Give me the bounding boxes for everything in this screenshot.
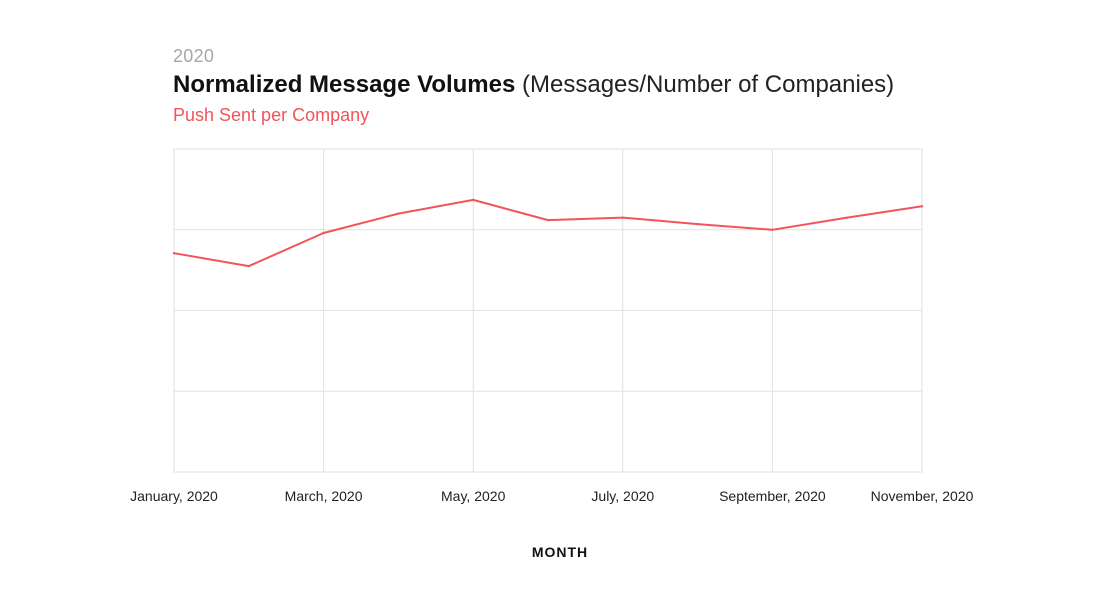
data-point bbox=[920, 205, 924, 208]
data-point bbox=[247, 264, 250, 268]
chart-title: Normalized Message Volumes (Messages/Num… bbox=[173, 71, 894, 99]
data-point bbox=[397, 212, 400, 215]
data-point bbox=[322, 231, 325, 235]
grid-layer bbox=[173, 148, 923, 473]
series-label: Push Sent per Company bbox=[173, 105, 370, 125]
x-tick-label: March, 2020 bbox=[285, 488, 363, 504]
x-tick-label: September, 2020 bbox=[719, 488, 826, 504]
data-point bbox=[771, 228, 774, 231]
x-tick-label: November, 2020 bbox=[871, 488, 974, 504]
data-point bbox=[621, 216, 624, 219]
chart-title-subtitle: (Messages/Number of Companies) bbox=[522, 71, 895, 98]
data-point bbox=[696, 222, 699, 226]
x-tick-label: January, 2020 bbox=[130, 488, 218, 504]
series-layer bbox=[172, 198, 924, 268]
data-point bbox=[546, 218, 550, 222]
x-axis-title: MONTH bbox=[531, 544, 589, 560]
x-tick-label: July, 2020 bbox=[591, 488, 654, 504]
data-point bbox=[846, 216, 849, 219]
series-line bbox=[173, 198, 923, 268]
data-point bbox=[472, 198, 475, 202]
data-point bbox=[172, 251, 176, 255]
x-tick-label: May, 2020 bbox=[441, 488, 506, 504]
x-tick-labels: January, 2020 March, 2020 May, 2020 July, 2… bbox=[130, 488, 973, 504]
chart-year: 2020 bbox=[173, 46, 215, 66]
chart-title-main: Normalized Message Volumes bbox=[173, 71, 516, 98]
